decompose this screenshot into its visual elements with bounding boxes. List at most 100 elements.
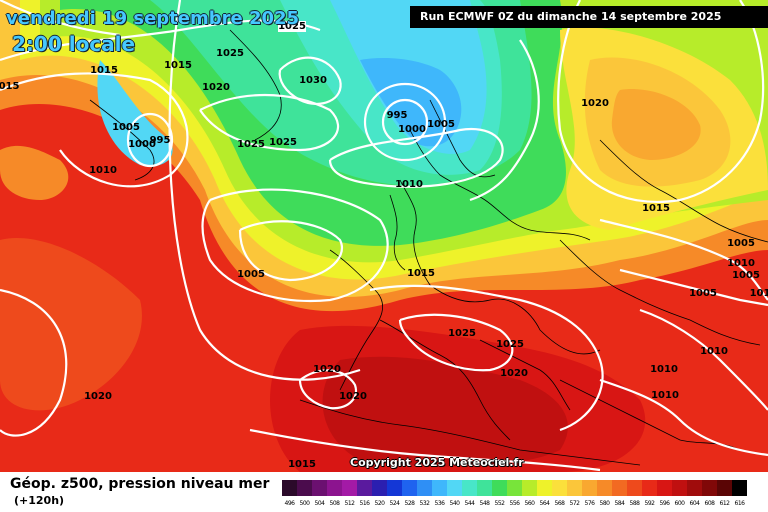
isobar-label: 1015 [407, 268, 435, 279]
isobar-label: 1020 [581, 98, 609, 109]
isobar-label: 1010 [650, 364, 678, 375]
scale-swatch [507, 480, 522, 496]
scale-swatch [387, 480, 402, 496]
isobar-labels: 1025 1015 1015 015 1025 1020 1030 1005 1… [0, 21, 768, 470]
isobar-label: 1005 [732, 270, 760, 281]
copyright-notice: Copyright 2025 Meteociel.fr [350, 456, 524, 469]
isobar-label: 1010 [700, 346, 728, 357]
scale-swatch [702, 480, 717, 496]
scale-swatch [312, 480, 327, 496]
forecast-lead-time: (+120h) [14, 494, 65, 507]
isobar-label: 1020 [313, 364, 341, 375]
isobar-label: 1025 [269, 137, 297, 148]
scale-label: 616 [734, 500, 745, 507]
scale-label: 520 [374, 500, 385, 507]
scale-label: 544 [464, 500, 475, 507]
isobar-label: 1025 [496, 339, 524, 350]
scale-swatch [552, 480, 567, 496]
isobar-label: 1015 [642, 203, 670, 214]
model-run-banner: Run ECMWF 0Z du dimanche 14 septembre 20… [410, 6, 768, 28]
scale-swatch [372, 480, 387, 496]
scale-label: 512 [344, 500, 355, 507]
scale-label: 556 [509, 500, 520, 507]
scale-label: 524 [389, 500, 400, 507]
isobar-label: 1010 [395, 179, 423, 190]
scale-label: 508 [329, 500, 340, 507]
isobar-label: 995 [150, 135, 171, 146]
scale-swatch [327, 480, 342, 496]
isobar-label: 1010 [89, 165, 117, 176]
isobar-label: 1015 [164, 60, 192, 71]
isobar-label: 1010 [727, 258, 755, 269]
scale-swatch [582, 480, 597, 496]
scale-swatch [447, 480, 462, 496]
isobar-label: 1020 [84, 391, 112, 402]
isobar-label: 1025 [237, 139, 265, 150]
scale-label: 568 [554, 500, 565, 507]
scale-label: 564 [539, 500, 550, 507]
forecast-date: vendredi 19 septembre 2025 [6, 8, 300, 29]
scale-swatch [282, 480, 297, 496]
scale-label: 588 [629, 500, 640, 507]
isobar-label: 1015 [90, 65, 118, 76]
scale-swatch [612, 480, 627, 496]
map-caption: Géop. z500, pression niveau mer [10, 476, 270, 492]
isobar-label: 1005 [237, 269, 265, 280]
scale-swatch [642, 480, 657, 496]
isobar-label: 1005 [727, 238, 755, 249]
forecast-time: 2:00 locale [12, 32, 136, 56]
scale-label: 584 [614, 500, 625, 507]
coastlines [89, 29, 768, 466]
scale-swatch [297, 480, 312, 496]
isobar-label: 995 [387, 110, 408, 121]
scale-swatch [567, 480, 582, 496]
scale-swatch [402, 480, 417, 496]
scale-label: 504 [314, 500, 325, 507]
scale-label: 580 [599, 500, 610, 507]
scale-label: 600 [674, 500, 685, 507]
scale-label: 532 [419, 500, 430, 507]
scale-swatch [522, 480, 537, 496]
scale-label: 496 [284, 500, 295, 507]
isobar-label: 1000 [128, 139, 156, 150]
scale-swatch [417, 480, 432, 496]
scale-swatch [432, 480, 447, 496]
isobar-label: 1020 [339, 391, 367, 402]
scale-label: 596 [659, 500, 670, 507]
scale-swatch [672, 480, 687, 496]
scale-swatch [492, 480, 507, 496]
scale-swatch [657, 480, 672, 496]
isobar-label: 1025 [216, 48, 244, 59]
isobar-label: 1015 [288, 459, 316, 470]
isobar-label: 101 [750, 288, 768, 299]
scale-label: 552 [494, 500, 505, 507]
scale-label: 536 [434, 500, 445, 507]
color-scale [282, 480, 747, 496]
isobar-label: 1005 [689, 288, 717, 299]
isobar-lines [0, 0, 768, 472]
scale-swatch [597, 480, 612, 496]
scale-label: 612 [719, 500, 730, 507]
isobar-label: 1025 [448, 328, 476, 339]
scale-swatch [357, 480, 372, 496]
isobar-label: 1005 [427, 119, 455, 130]
scale-label: 572 [569, 500, 580, 507]
z500-map: 1025 1015 1015 015 1025 1020 1030 1005 1… [0, 0, 768, 472]
isobar-label: 1030 [299, 75, 327, 86]
scale-swatch [477, 480, 492, 496]
scale-label: 500 [299, 500, 310, 507]
isobar-label: 015 [0, 81, 19, 92]
scale-swatch [462, 480, 477, 496]
isobar-label: 1020 [500, 368, 528, 379]
scale-swatch [717, 480, 732, 496]
isobar-label: 1025 [278, 21, 306, 32]
scale-label: 576 [584, 500, 595, 507]
scale-label: 608 [704, 500, 715, 507]
isobar-label: 1000 [398, 124, 426, 135]
scale-label: 548 [479, 500, 490, 507]
color-scale-labels: 496 500 504 508 512 516 520 524 528 532 536 540 544 5… [282, 500, 747, 510]
scale-swatch [342, 480, 357, 496]
scale-swatch [732, 480, 747, 496]
scale-label: 592 [644, 500, 655, 507]
isobar-label: 1005 [112, 122, 140, 133]
